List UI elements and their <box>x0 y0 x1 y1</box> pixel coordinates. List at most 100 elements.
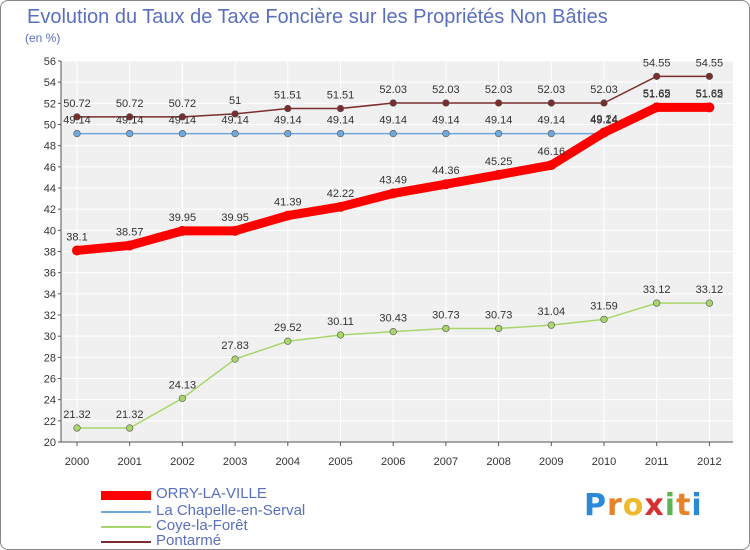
data-point <box>336 331 345 339</box>
data-point <box>284 130 292 138</box>
logo-letter: i <box>664 488 677 523</box>
data-label: 39.95 <box>169 212 197 224</box>
data-label: 30.73 <box>432 309 460 321</box>
data-label: 49.14 <box>379 115 407 127</box>
logo-letter: t <box>676 488 692 523</box>
data-point <box>124 240 135 251</box>
y-tick-label: 24 <box>44 395 56 407</box>
x-tick-label: 2003 <box>223 456 247 468</box>
data-label: 49.14 <box>221 115 249 127</box>
data-point <box>231 130 239 138</box>
data-point <box>600 315 608 323</box>
data-label: 46.16 <box>538 146 566 158</box>
data-label: 51.51 <box>274 90 302 102</box>
data-label: 49.14 <box>590 115 618 127</box>
legend-swatch <box>101 526 151 528</box>
x-tick-label: 2012 <box>697 456 721 468</box>
y-tick-label: 50 <box>44 120 56 132</box>
data-point <box>653 72 661 80</box>
y-tick-label: 28 <box>44 352 56 364</box>
data-point <box>335 201 346 212</box>
data-label: 52.03 <box>590 84 618 96</box>
data-point <box>546 160 557 171</box>
data-label: 51.51 <box>327 90 355 102</box>
data-label: 49.14 <box>432 115 460 127</box>
logo-letter: i <box>691 488 703 523</box>
data-point <box>126 130 134 138</box>
data-label: 30.11 <box>327 316 354 328</box>
data-point <box>442 99 450 107</box>
data-label: 52.03 <box>485 84 513 96</box>
legend-label: ORRY-LA-VILLE <box>156 485 267 502</box>
chart-subtitle: (en %) <box>25 31 61 45</box>
data-point <box>651 102 662 113</box>
data-point <box>495 99 503 107</box>
chart-title: Evolution du Taux de Taxe Foncière sur l… <box>27 6 608 28</box>
data-point <box>440 179 451 190</box>
data-point <box>284 337 292 345</box>
data-label: 33.12 <box>643 284 671 296</box>
data-label: 29.52 <box>274 322 302 334</box>
y-tick-label: 48 <box>44 141 56 153</box>
data-point <box>493 169 504 180</box>
data-point <box>73 424 81 432</box>
y-tick-label: 34 <box>44 289 56 301</box>
y-tick-label: 52 <box>44 98 56 110</box>
data-point <box>600 99 608 107</box>
data-label: 24.13 <box>169 379 197 391</box>
x-tick-label: 2002 <box>170 456 194 468</box>
data-label: 49.24 <box>590 114 618 126</box>
data-point <box>389 99 397 107</box>
data-label: 21.32 <box>63 409 91 421</box>
data-point <box>336 130 345 138</box>
data-point <box>547 130 555 138</box>
y-tick-label: 38 <box>44 247 56 259</box>
data-point <box>599 127 609 138</box>
data-point <box>178 113 186 121</box>
logo-letter: o <box>622 488 645 523</box>
data-label: 45.25 <box>485 156 513 168</box>
legend-label: La Chapelle-en-Serval <box>156 502 306 519</box>
data-label: 31.04 <box>538 306 566 318</box>
data-point <box>284 104 292 113</box>
legend-swatch <box>101 491 151 500</box>
data-point <box>72 245 82 256</box>
data-label: 44.36 <box>432 165 460 177</box>
x-tick-label: 2006 <box>381 456 405 468</box>
data-point <box>231 355 239 363</box>
x-tick-label: 2007 <box>434 456 458 468</box>
data-label: 50.72 <box>169 98 197 110</box>
data-label: 51 <box>229 95 241 107</box>
data-point <box>705 72 714 80</box>
data-point <box>495 130 503 138</box>
y-tick-label: 32 <box>44 310 56 322</box>
data-point <box>704 102 715 113</box>
data-point <box>389 130 397 138</box>
data-point <box>177 225 188 236</box>
data-label: 54.55 <box>696 57 724 69</box>
data-point <box>126 424 134 432</box>
data-label: 51.65 <box>696 88 724 100</box>
data-point <box>442 324 450 333</box>
legend-label: Coye-la-Forêt <box>156 517 248 534</box>
data-label: 49.14 <box>63 115 91 127</box>
y-tick-label: 36 <box>44 268 56 280</box>
data-label: 43.49 <box>379 174 407 186</box>
data-label: 49.14 <box>538 115 566 127</box>
y-tick-label: 42 <box>44 204 56 216</box>
data-label: 41.39 <box>274 197 302 209</box>
x-tick-label: 2011 <box>645 456 669 468</box>
data-label: 38.57 <box>116 226 144 238</box>
data-point <box>231 110 239 118</box>
data-label: 52.03 <box>379 84 407 96</box>
data-label: 30.73 <box>485 309 513 321</box>
data-label: 54.55 <box>643 57 671 69</box>
y-tick-label: 22 <box>44 416 56 428</box>
data-label: 21.32 <box>116 409 144 421</box>
data-point <box>705 299 714 307</box>
data-label: 30.43 <box>379 313 407 325</box>
data-label: 39.95 <box>221 212 249 224</box>
data-point <box>282 210 293 221</box>
data-point <box>547 99 555 107</box>
